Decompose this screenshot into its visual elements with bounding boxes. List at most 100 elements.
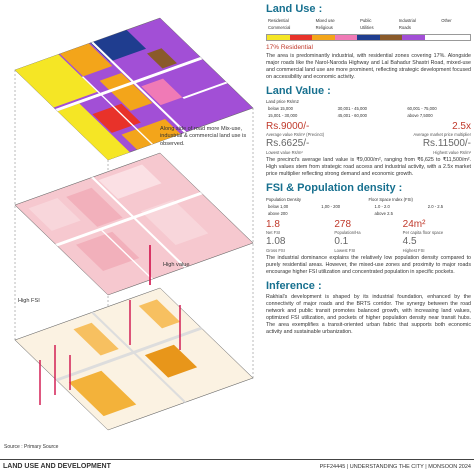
map-stack [14, 17, 254, 431]
paragraph: The industrial dominance explains the re… [266, 254, 471, 275]
high-value-label: High value [163, 262, 190, 268]
legend-item: below 1,00 [266, 204, 315, 209]
bar-segment [447, 35, 471, 40]
section-title: Land Value : [266, 84, 331, 97]
fsi-map [14, 287, 254, 431]
stat-label: Population/Ha [334, 230, 361, 236]
highlight: 17% Residential [266, 44, 471, 51]
high-fsi-label: High FSI [18, 298, 40, 304]
stat: 278 Population/Ha [334, 218, 402, 236]
stat-value: 1.8 [266, 218, 280, 230]
land-use-map [14, 17, 254, 161]
stat-value: Rs.9000/- [266, 120, 310, 132]
legend-label: above 7,5000 [407, 112, 433, 118]
legend-label: 60,001 - 75,000 [407, 105, 437, 111]
highlight-value: 17% [266, 44, 280, 51]
stat: 0.1 Lowest FSI [334, 237, 402, 253]
land-value-stats: Rs.9000/- Average value Rs/m² (Precinct) 2… [266, 120, 471, 155]
section-title: Land Use : [266, 3, 323, 15]
stat-value: Rs.6625/- [266, 138, 310, 150]
bar-segment [402, 35, 425, 40]
legend-item: 2.0 - 2.5 [422, 204, 471, 209]
legend-label: 2.0 - 2.5 [427, 203, 444, 209]
stat: 4.5 Highest FSI [403, 237, 471, 253]
bar-segment [267, 35, 290, 40]
stat: 1.08 Gross FSI [266, 237, 334, 253]
section-title: Inference : [266, 279, 322, 292]
legend-item: Other [439, 18, 471, 23]
stat-label: Lowest value Rs/m² [266, 149, 303, 155]
legend-label: 15,001 - 30,000 [268, 112, 298, 118]
legend-item: Religious [314, 25, 354, 30]
density-legend: below 1,00 1,00 - 200 above 200 [266, 204, 369, 216]
legend-label: Residential [268, 18, 289, 23]
fsi-legends: Population Density below 1,00 1,00 - 200 a… [266, 197, 471, 216]
highlight-label: Residential [280, 44, 313, 51]
fsi-stats: 1.8 Net FSI 278 Population/Ha 24m² Per capita… [266, 218, 471, 253]
stat: Rs.11500/- Highest value Rs/m² [369, 139, 471, 155]
bar-segment [357, 35, 380, 40]
footer-right: PFF24445 | UNDERSTANDING THE CITY | MONS… [319, 464, 471, 470]
legend-item: above 2.5 [369, 211, 418, 216]
stat-value: 278 [334, 218, 352, 230]
paragraph: Rakhial's development is shaped by its i… [266, 293, 471, 335]
source-note: Source : Primary Source [4, 444, 59, 450]
land-use-legend: Residential Commercial Mixed use Religious P… [266, 18, 471, 30]
legend-item: above 200 [266, 211, 315, 216]
legend-item: Industrial [397, 18, 435, 23]
stat: 1.8 Net FSI [266, 218, 334, 236]
footer: LAND USE AND DEVELOPMENT PFF24445 | UNDE… [0, 459, 474, 474]
legend-label: below 15,000 [268, 105, 293, 111]
legend-label: Roads [398, 25, 411, 30]
legend-item: above 7,5000 [405, 113, 471, 118]
land-use-bar [266, 34, 471, 41]
legend-item: Roads [397, 25, 435, 30]
legend-item: 60,001 - 75,000 [405, 106, 471, 111]
legend-label: 30,001 - 45,000 [337, 105, 367, 111]
legend-item: 30,001 - 45,000 [336, 106, 402, 111]
legend-label: Utilities [360, 25, 374, 30]
stat-label: Average value Rs/m² (Precinct) [266, 132, 325, 138]
stat-value: 4.5 [402, 236, 417, 248]
legend-label: above 200 [268, 210, 288, 216]
stat-label: Lowest FSI [334, 247, 356, 253]
legend-item: 15,001 - 30,000 [266, 113, 332, 118]
stat-value: 1.08 [266, 236, 286, 248]
legend-label: 1.0 - 2.0 [374, 203, 390, 209]
bar-segment [424, 35, 448, 40]
stat-label: Gross FSI [266, 247, 285, 253]
stat-label: Highest value Rs/m² [433, 149, 471, 155]
legend-title: Land price Rs/m2 [266, 98, 299, 104]
stat-value: 0.1 [334, 236, 349, 248]
legend-label: Other [441, 18, 452, 23]
legend-item: 1,00 - 200 [319, 204, 368, 209]
stat: 2.5x Average market price multiplier [369, 120, 471, 138]
legend-item: Utilities [358, 25, 393, 30]
legend-title: Population Density [266, 196, 301, 202]
bar-segment [312, 35, 335, 40]
stat-label: Average market price multiplier [413, 132, 471, 138]
stat: 24m² Per capita floor space [403, 219, 471, 235]
fsi-pins [39, 300, 181, 405]
legend-label: above 2.5 [374, 210, 393, 216]
legend-item: 1.0 - 2.0 [369, 204, 418, 209]
paragraph: The precinct's average land value is ₹9,… [266, 156, 471, 177]
stat-label: Net FSI [266, 230, 281, 236]
legend-label: below 1,00 [268, 203, 289, 209]
legend-label: Public [360, 18, 372, 23]
stat: Rs.6625/- Lowest value Rs/m² [266, 139, 369, 155]
legend-item: below 15,000 [266, 106, 332, 111]
legend-label: 45,001 - 60,000 [337, 112, 367, 118]
legend-title: Floor Space Index (FSI) [368, 196, 413, 202]
footer-left: LAND USE AND DEVELOPMENT [3, 463, 111, 470]
legend-label: Industrial [398, 18, 416, 23]
legend-label: Mixed use [315, 18, 335, 23]
mixed-use-note: Along side of road more Mix-use, industr… [160, 126, 247, 147]
land-value-legend: below 15,000 15,001 - 30,000 30,001 - 45,0… [266, 106, 471, 118]
stat-label: Highest FSI [402, 247, 425, 253]
stat-value: 2.5x [452, 120, 471, 132]
paragraph: The area is predominantly industrial, wi… [266, 53, 471, 80]
bar-segment [289, 35, 313, 40]
text-column: Land Use : Residential Commercial Mixed us… [266, 3, 471, 336]
